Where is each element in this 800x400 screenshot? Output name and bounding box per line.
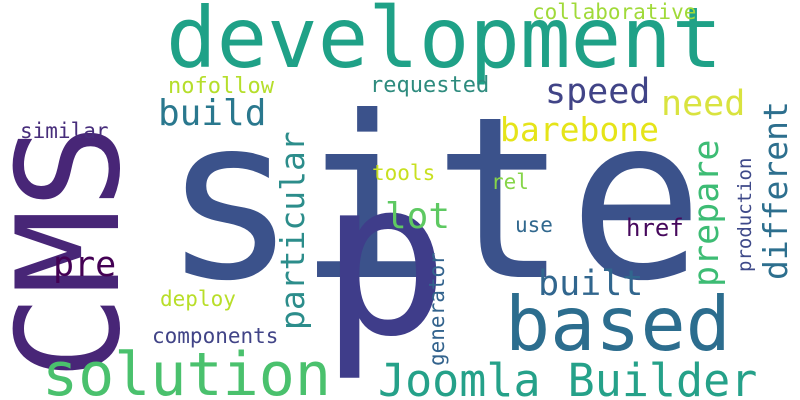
word-deploy: deploy [160,287,236,311]
word-speed: speed [545,72,650,112]
word-site: site [162,69,704,331]
word-barebone: barebone [500,110,659,149]
word-need: need [661,84,745,124]
word-based: based [505,280,731,368]
word-cms: CMS [0,124,152,380]
word-requested: requested [370,73,489,98]
word-tools: tools [372,161,435,185]
word-similar: similar [20,119,109,143]
word-components: components [152,324,278,348]
word-generator: generator [425,252,449,366]
word-built: built [538,264,643,304]
word-href: href [626,214,684,242]
word-use: use [515,213,553,237]
word-collaborative: collaborative [532,0,696,24]
word-pre: pre [53,245,116,285]
word-lot: lot [385,196,450,237]
word-p: p [320,133,449,384]
word-solution: solution [42,340,331,400]
word-joomla-builder: Joomla Builder [378,354,757,400]
word-prepare: prepare [687,139,727,287]
word-production: production [734,158,756,272]
word-different: different [756,101,795,280]
word-build: build [158,93,266,134]
word-nofollow: nofollow [168,74,275,99]
word-particular: particular [273,131,312,330]
word-development: development [166,0,722,87]
word-rel: rel [491,170,529,194]
